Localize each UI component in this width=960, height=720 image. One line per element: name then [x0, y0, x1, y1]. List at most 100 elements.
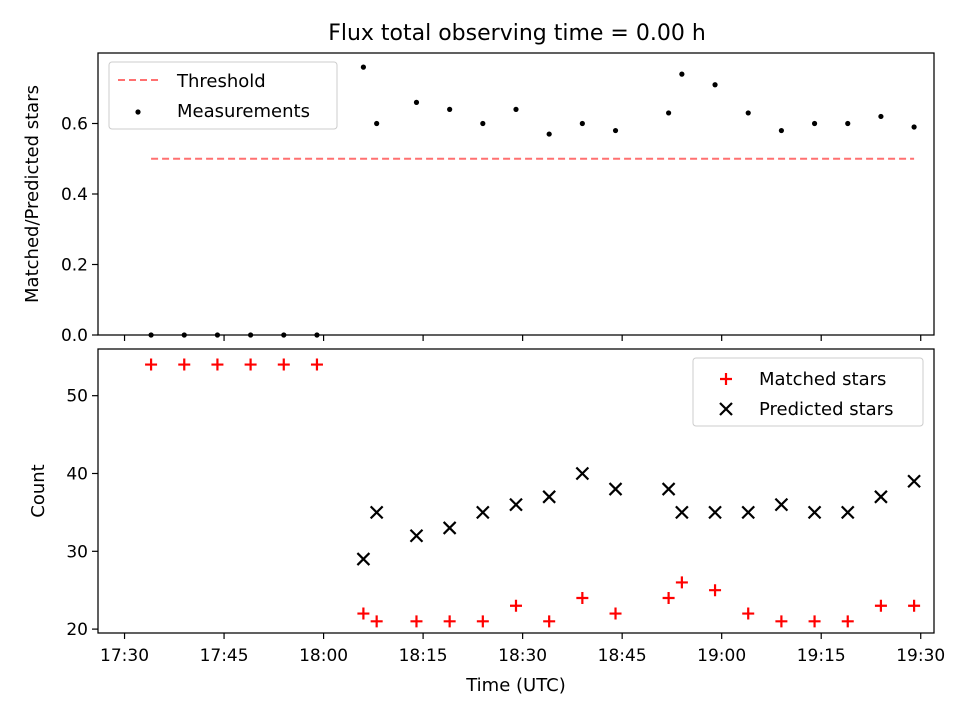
- measurement-point: [413, 99, 420, 105]
- measurement-point: [911, 124, 917, 130]
- measurement-point: [360, 64, 366, 70]
- predicted-star-point: [476, 505, 490, 520]
- predicted-star-point: [774, 497, 789, 512]
- bottom-y-tick-label: 50: [66, 387, 88, 407]
- matched-star-point: [841, 615, 854, 628]
- x-tick-label: 19:00: [697, 646, 746, 666]
- x-tick-label: 17:30: [100, 646, 149, 666]
- predicted-star-point: [356, 552, 371, 566]
- predicted-star-point: [575, 466, 590, 481]
- top-legend-box: [108, 61, 338, 130]
- predicted-star-point: [661, 482, 676, 496]
- predicted-star-point: [874, 490, 888, 504]
- measurement-point: [281, 332, 287, 338]
- x-tick-label: 18:15: [399, 646, 448, 666]
- measurement-point: [845, 120, 851, 127]
- top-x-ticks: [123, 335, 922, 341]
- measurement-point: [181, 332, 187, 338]
- matched-star-point: [443, 615, 456, 628]
- matched-star-point: [357, 607, 370, 620]
- top-y-tick-label: 0.4: [61, 185, 88, 205]
- predicted-star-point: [542, 490, 556, 504]
- top-y-ticks: 0.0 0.2 0.4 0.6: [61, 115, 98, 346]
- matched-star-point: [211, 358, 224, 371]
- bottom-legend: Matched stars Predicted stars: [692, 357, 924, 427]
- matched-star-point: [310, 358, 323, 371]
- x-tick-label: 18:45: [598, 646, 647, 666]
- measurement-point: [374, 120, 380, 127]
- predicted-star-point: [608, 482, 623, 496]
- legend-threshold-label: Threshold: [176, 71, 266, 92]
- x-tick-label: 19:15: [797, 646, 846, 666]
- top-legend: Threshold Measurements: [108, 61, 338, 130]
- bottom-y-tick-label: 30: [66, 542, 88, 562]
- bottom-y-tick-label: 40: [66, 464, 88, 484]
- legend-measurements-swatch: [135, 109, 141, 115]
- x-axis-label: Time (UTC): [465, 675, 566, 696]
- chart-title: Flux total observing time = 0.00 h: [328, 21, 706, 46]
- bottom-marks: [145, 358, 921, 628]
- matched-star-point: [662, 591, 675, 604]
- matched-star-point: [808, 615, 821, 628]
- x-tick-label: 17:45: [200, 646, 249, 666]
- measurement-point: [214, 332, 221, 338]
- measurement-point: [878, 113, 884, 120]
- measurement-point: [148, 332, 154, 338]
- measurement-point: [579, 120, 585, 127]
- matched-star-point: [543, 615, 556, 628]
- measurement-point: [679, 71, 685, 77]
- matched-star-point: [742, 607, 755, 620]
- top-marks: [148, 64, 917, 338]
- measurement-point: [712, 82, 718, 88]
- matched-star-point: [476, 615, 489, 628]
- measurement-point: [513, 106, 519, 112]
- matched-star-point: [510, 599, 522, 612]
- predicted-star-point: [840, 505, 855, 520]
- matched-star-point: [675, 576, 688, 589]
- measurement-point: [480, 120, 486, 127]
- top-y-axis-label: Matched/Predicted stars: [22, 85, 43, 303]
- bottom-y-ticks: 20 30 40 50: [66, 387, 98, 640]
- matched-star-point: [370, 615, 383, 628]
- predicted-star-point: [741, 505, 755, 520]
- bottom-y-axis-label: Count: [28, 464, 49, 517]
- predicted-star-point: [409, 528, 424, 543]
- matched-star-point: [874, 599, 887, 612]
- legend-predicted-label: Predicted stars: [759, 399, 893, 420]
- legend-predicted-swatch: [719, 402, 733, 416]
- matched-star-point: [410, 615, 423, 628]
- x-tick-label: 18:30: [498, 646, 547, 666]
- top-panel: Matched/Predicted stars 0.0 0.2 0.4 0.6 Thr…: [22, 52, 935, 346]
- bottom-legend-box: [692, 357, 924, 427]
- measurement-point: [314, 332, 320, 338]
- matched-star-point: [609, 607, 622, 620]
- predicted-star-point: [907, 474, 921, 489]
- measurement-point: [778, 127, 784, 134]
- top-y-tick-label: 0.6: [61, 115, 88, 135]
- measurement-point: [546, 131, 552, 137]
- measurement-point: [811, 120, 818, 127]
- matched-star-point: [145, 358, 158, 371]
- bottom-plot-frame: [97, 348, 935, 634]
- predicted-star-point: [509, 497, 523, 512]
- measurement-point: [612, 127, 619, 134]
- x-tick-label: 19:30: [896, 646, 945, 666]
- legend-matched-label: Matched stars: [759, 369, 886, 390]
- matched-star-point: [908, 599, 921, 612]
- matched-star-point: [244, 358, 257, 371]
- bottom-panel: Count Time (UTC) 20 30 40 50 17:30 17:45 18:0…: [28, 348, 945, 696]
- measurement-point: [666, 110, 672, 116]
- measurement-point: [447, 106, 453, 112]
- predicted-star-point: [708, 505, 722, 520]
- matched-star-point: [775, 615, 788, 628]
- bottom-y-tick-label: 20: [66, 620, 88, 640]
- top-y-tick-label: 0.2: [61, 256, 88, 276]
- matched-star-point: [576, 591, 589, 604]
- predicted-star-point: [369, 505, 384, 520]
- legend-matched-swatch: [720, 373, 732, 385]
- bottom-x-ticks: 17:30 17:45 18:00 18:15 18:30 18:45 19:00 19:15…: [100, 633, 945, 666]
- x-tick-label: 18:00: [299, 646, 348, 666]
- predicted-star-point: [807, 505, 822, 520]
- legend-measurements-label: Measurements: [177, 101, 310, 122]
